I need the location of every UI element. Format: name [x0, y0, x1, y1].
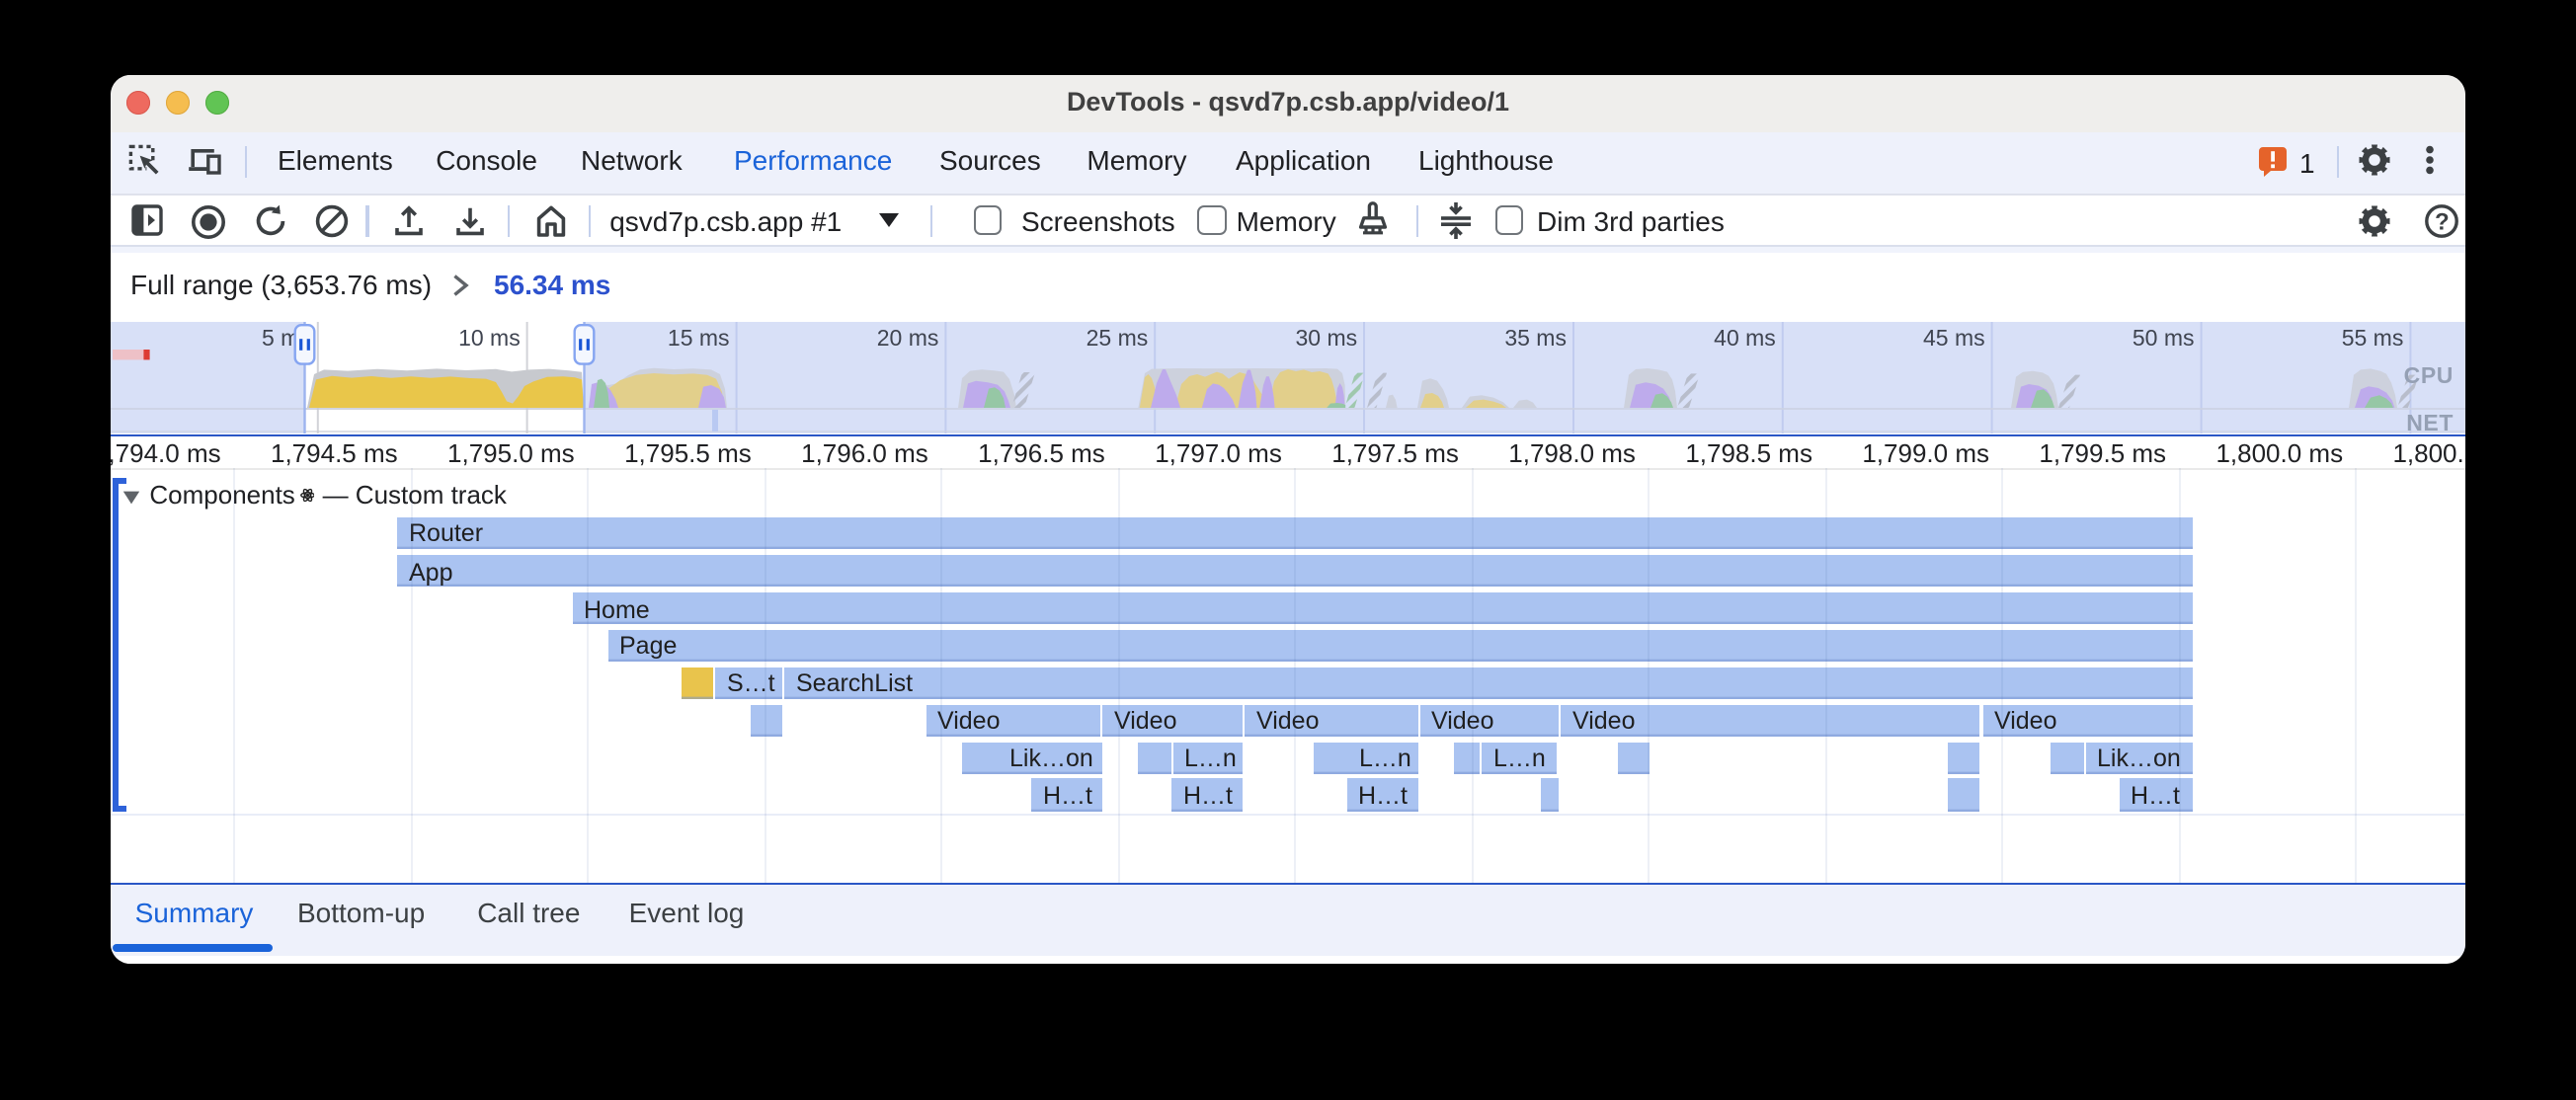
svg-text:1: 1 — [2299, 147, 2315, 178]
svg-text:?: ? — [2435, 208, 2450, 235]
